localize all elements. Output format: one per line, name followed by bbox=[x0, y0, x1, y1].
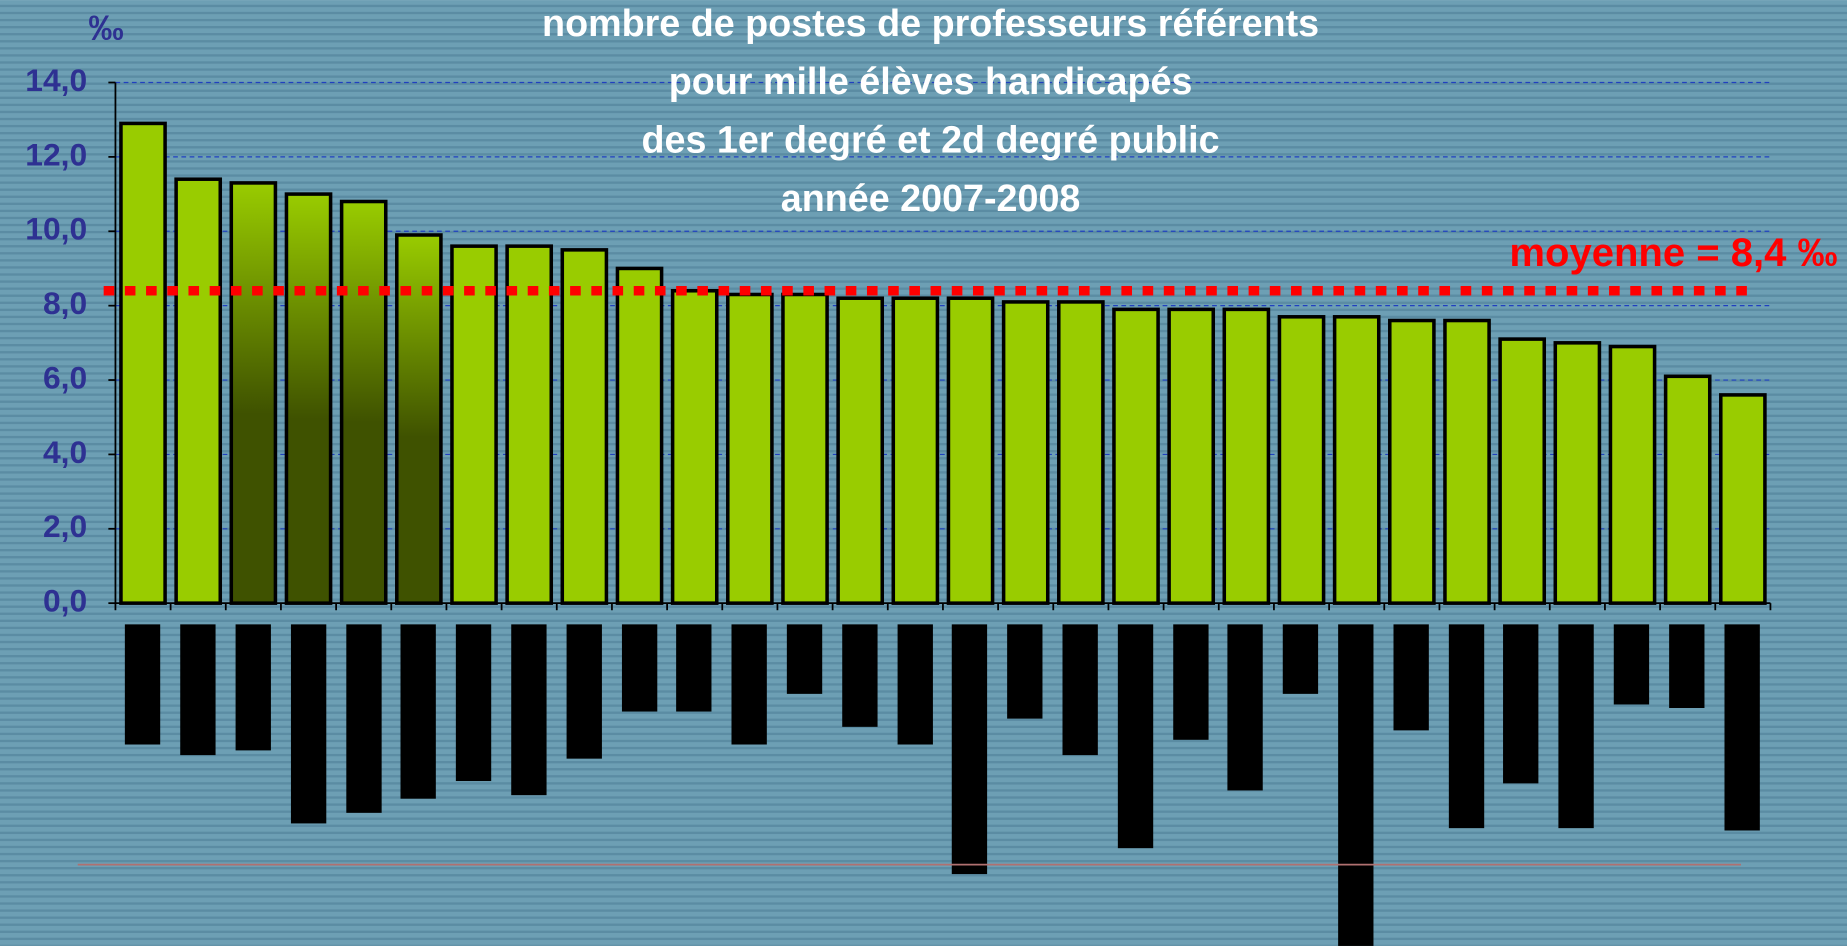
bar bbox=[560, 248, 609, 605]
y-unit: ‰ bbox=[88, 9, 123, 48]
bar bbox=[1001, 300, 1050, 605]
y-tick-label: 6,0 bbox=[43, 359, 87, 395]
bar bbox=[781, 292, 829, 605]
chart-title: des 1er degré et 2d degré public bbox=[642, 119, 1220, 161]
bar bbox=[1057, 300, 1105, 605]
bar bbox=[1388, 318, 1436, 605]
bar bbox=[1167, 307, 1216, 605]
y-tick-label: 4,0 bbox=[43, 434, 87, 470]
bar bbox=[229, 181, 278, 605]
bar bbox=[1719, 393, 1767, 605]
bar bbox=[836, 296, 885, 605]
mean-label: moyenne = 8,4 ‰ bbox=[1509, 231, 1837, 275]
bar bbox=[1112, 307, 1160, 605]
bar bbox=[284, 192, 333, 605]
bar bbox=[339, 199, 388, 605]
bar bbox=[505, 244, 554, 605]
bar bbox=[1608, 344, 1657, 605]
bar bbox=[946, 296, 995, 605]
y-tick-label: 0,0 bbox=[43, 583, 87, 619]
bar bbox=[174, 177, 223, 605]
bar bbox=[615, 266, 664, 605]
redacted-labels bbox=[124, 624, 1760, 946]
bar bbox=[1498, 337, 1547, 605]
chart-title: nombre de postes de professeurs référent… bbox=[542, 2, 1319, 44]
y-tick-label: 14,0 bbox=[25, 62, 87, 98]
bar bbox=[1663, 374, 1712, 605]
bar bbox=[119, 121, 167, 605]
y-tick-label: 2,0 bbox=[43, 508, 87, 544]
chart-title: pour mille élèves handicapés bbox=[669, 60, 1193, 102]
y-tick-label: 12,0 bbox=[25, 136, 87, 172]
y-tick-label: 10,0 bbox=[25, 211, 87, 247]
bar bbox=[726, 292, 774, 605]
bar bbox=[1277, 315, 1326, 605]
bar bbox=[1553, 341, 1602, 605]
bar bbox=[891, 296, 940, 605]
bar bbox=[1222, 307, 1271, 605]
bar bbox=[670, 289, 719, 605]
chart-title: année 2007-2008 bbox=[781, 177, 1081, 219]
bar bbox=[1332, 315, 1381, 605]
bar bbox=[450, 244, 498, 605]
y-tick-label: 8,0 bbox=[43, 285, 87, 321]
bar bbox=[1443, 318, 1491, 605]
bar bbox=[395, 233, 443, 605]
